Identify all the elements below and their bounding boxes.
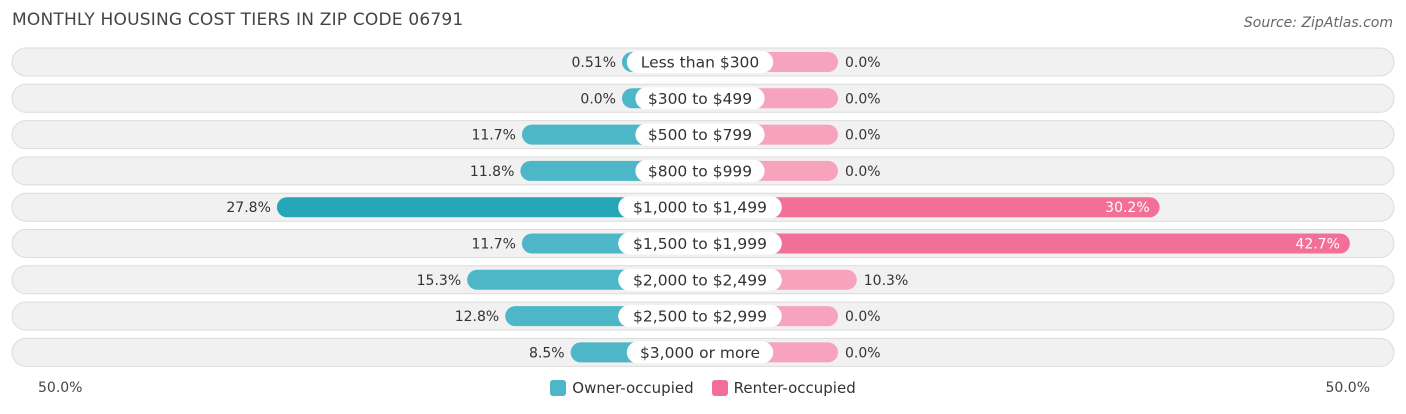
chart-title: MONTHLY HOUSING COST TIERS IN ZIP CODE 0… — [12, 10, 464, 30]
renter-value-label: 0.0% — [845, 309, 881, 325]
category-label: Less than $300 — [641, 54, 760, 72]
category-pill — [618, 268, 782, 291]
owner-value-label: 15.3% — [417, 273, 461, 289]
owner-bar — [276, 197, 700, 218]
category-pill — [635, 87, 765, 110]
renter-bar — [700, 197, 1160, 218]
axis-right-label: 50.0% — [1325, 380, 1370, 396]
legend-owner[interactable]: Owner-occupied — [550, 379, 694, 397]
chart-area: 0.51% 0.0% Less than $300 0.0% 0.0% $300 to $… — [11, 47, 1395, 367]
legend-renter[interactable]: Renter-occupied — [711, 379, 856, 397]
category-label: $800 to $999 — [648, 162, 752, 180]
owner-value-label: 12.8% — [455, 309, 499, 325]
owner-value-label: 11.8% — [470, 164, 514, 180]
category-label: $1,500 to $1,999 — [633, 235, 767, 253]
category-pill — [635, 123, 765, 146]
owner-value-label: 0.51% — [572, 55, 616, 71]
renter-value-label: 0.0% — [845, 164, 881, 180]
owner-value-label: 0.0% — [580, 91, 616, 107]
renter-value-label: 0.0% — [845, 128, 881, 144]
category-label: $1,000 to $1,499 — [633, 199, 767, 217]
owner-value-label: 11.7% — [471, 128, 515, 144]
renter-value-label: 10.3% — [864, 273, 908, 289]
renter-bar — [700, 233, 1350, 254]
category-label: $3,000 or more — [640, 344, 760, 362]
category-pill — [618, 232, 782, 255]
category-label: $300 to $499 — [648, 90, 752, 108]
owner-value-label: 8.5% — [529, 345, 565, 361]
renter-value-label: 0.0% — [845, 91, 881, 107]
category-label: $500 to $799 — [648, 126, 752, 144]
legend: Owner-occupied Renter-occupied — [0, 379, 1406, 397]
category-label: $2,500 to $2,999 — [633, 308, 767, 326]
legend-renter-swatch — [711, 380, 728, 396]
renter-value-label: 0.0% — [845, 55, 881, 71]
legend-owner-label: Owner-occupied — [572, 379, 694, 397]
category-pill — [626, 51, 774, 73]
source-label: Source: ZipAtlas.com — [1243, 15, 1393, 31]
legend-owner-swatch — [550, 380, 567, 396]
category-pill — [635, 159, 765, 182]
category-label: $2,000 to $2,499 — [633, 271, 767, 289]
category-pill — [618, 305, 782, 328]
legend-renter-label: Renter-occupied — [733, 379, 856, 397]
category-pill — [618, 196, 782, 219]
renter-value-label: 42.7% — [1295, 237, 1339, 253]
owner-value-label: 11.7% — [471, 237, 515, 253]
renter-value-label: 0.0% — [845, 345, 881, 361]
category-pill — [626, 341, 774, 364]
axis-left-label: 50.0% — [38, 380, 83, 396]
renter-value-label: 30.2% — [1105, 200, 1149, 216]
owner-value-label: 27.8% — [226, 200, 270, 216]
